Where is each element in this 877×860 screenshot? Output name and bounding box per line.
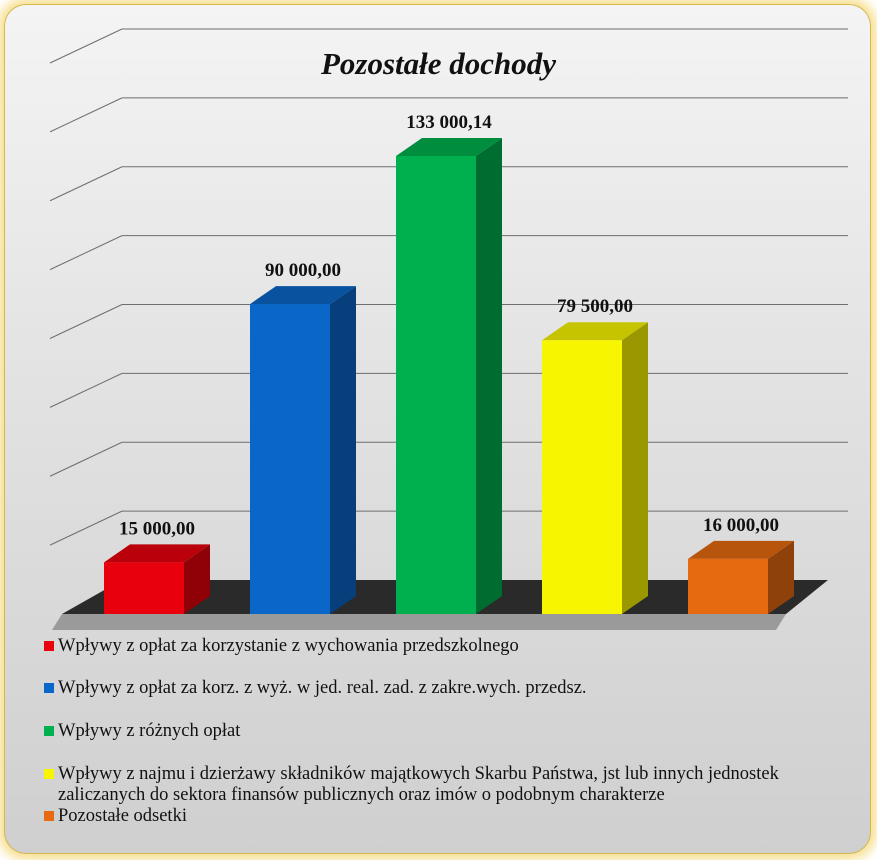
bar-top [688, 540, 794, 559]
legend-item: Wpływy z opłat za korzystanie z wychowan… [44, 636, 864, 657]
data-label: 90 000,00 [265, 260, 341, 281]
gridline-diagonal [49, 166, 123, 202]
gridline-diagonal [49, 372, 123, 408]
chart-title: Pozostałe dochody [320, 46, 557, 81]
gridline-diagonal [49, 97, 123, 133]
legend-swatch [44, 683, 54, 693]
data-label: 15 000,00 [119, 518, 195, 539]
bar-side [330, 286, 356, 614]
gridline-diagonal [49, 510, 123, 546]
floor-front [52, 614, 786, 630]
bar-side [476, 137, 502, 614]
bar-side [184, 544, 210, 614]
bar-side [768, 540, 794, 614]
bar-top [396, 137, 502, 156]
bar [104, 562, 184, 614]
bar [688, 558, 768, 614]
data-label: 16 000,00 [703, 515, 779, 536]
legend-item: Wpływy z różnych opłat [44, 721, 864, 742]
legend-item: Pozostałe odsetki [44, 806, 864, 827]
legend-label: Wpływy z opłat za korzystanie z wychowan… [58, 636, 519, 656]
legend-item: Wpływy z najmu i dzierżawy składników ma… [44, 764, 864, 806]
legend-swatch [44, 726, 54, 736]
bar [396, 155, 476, 614]
legend-item: Wpływy z opłat za korz. z wyż. w jed. re… [44, 678, 864, 699]
legend-label: Wpływy z różnych opłat [58, 721, 241, 741]
legend-label: Pozostałe odsetki [58, 806, 187, 826]
data-label: 133 000,14 [406, 112, 492, 133]
legend-swatch [44, 769, 54, 779]
bar-top [104, 544, 210, 563]
bar-top [250, 286, 356, 305]
legend-swatch [44, 641, 54, 651]
gridline-diagonal [49, 28, 123, 64]
gridline-diagonal [49, 441, 123, 477]
legend-label: Wpływy z najmu i dzierżawy składników ma… [58, 764, 779, 805]
data-labels: 15 000,00 90 000,00 133 000,14 79 500,00 16 … [119, 112, 779, 539]
legend-swatch [44, 811, 54, 821]
bar-top [542, 322, 648, 341]
bar-side [622, 322, 648, 614]
gridline-diagonal [49, 304, 123, 339]
bar [542, 340, 622, 614]
legend-label: Wpływy z opłat za korz. z wyż. w jed. re… [58, 678, 587, 698]
data-label: 79 500,00 [557, 296, 633, 317]
gridline-diagonal [49, 235, 123, 271]
bars [104, 137, 794, 614]
bar [250, 304, 330, 614]
